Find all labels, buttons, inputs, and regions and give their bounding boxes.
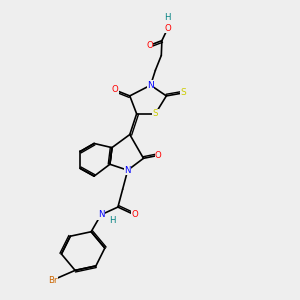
- Text: N: N: [124, 166, 131, 175]
- Text: O: O: [164, 24, 171, 33]
- Text: O: O: [155, 151, 162, 160]
- Text: O: O: [146, 41, 153, 50]
- Text: O: O: [112, 85, 118, 94]
- Text: H: H: [165, 13, 171, 22]
- Text: O: O: [131, 210, 138, 219]
- Text: N: N: [98, 210, 104, 219]
- Text: N: N: [147, 81, 154, 90]
- Text: S: S: [180, 88, 186, 98]
- Text: H: H: [109, 216, 115, 225]
- Text: S: S: [153, 109, 158, 118]
- Text: Br: Br: [48, 276, 57, 285]
